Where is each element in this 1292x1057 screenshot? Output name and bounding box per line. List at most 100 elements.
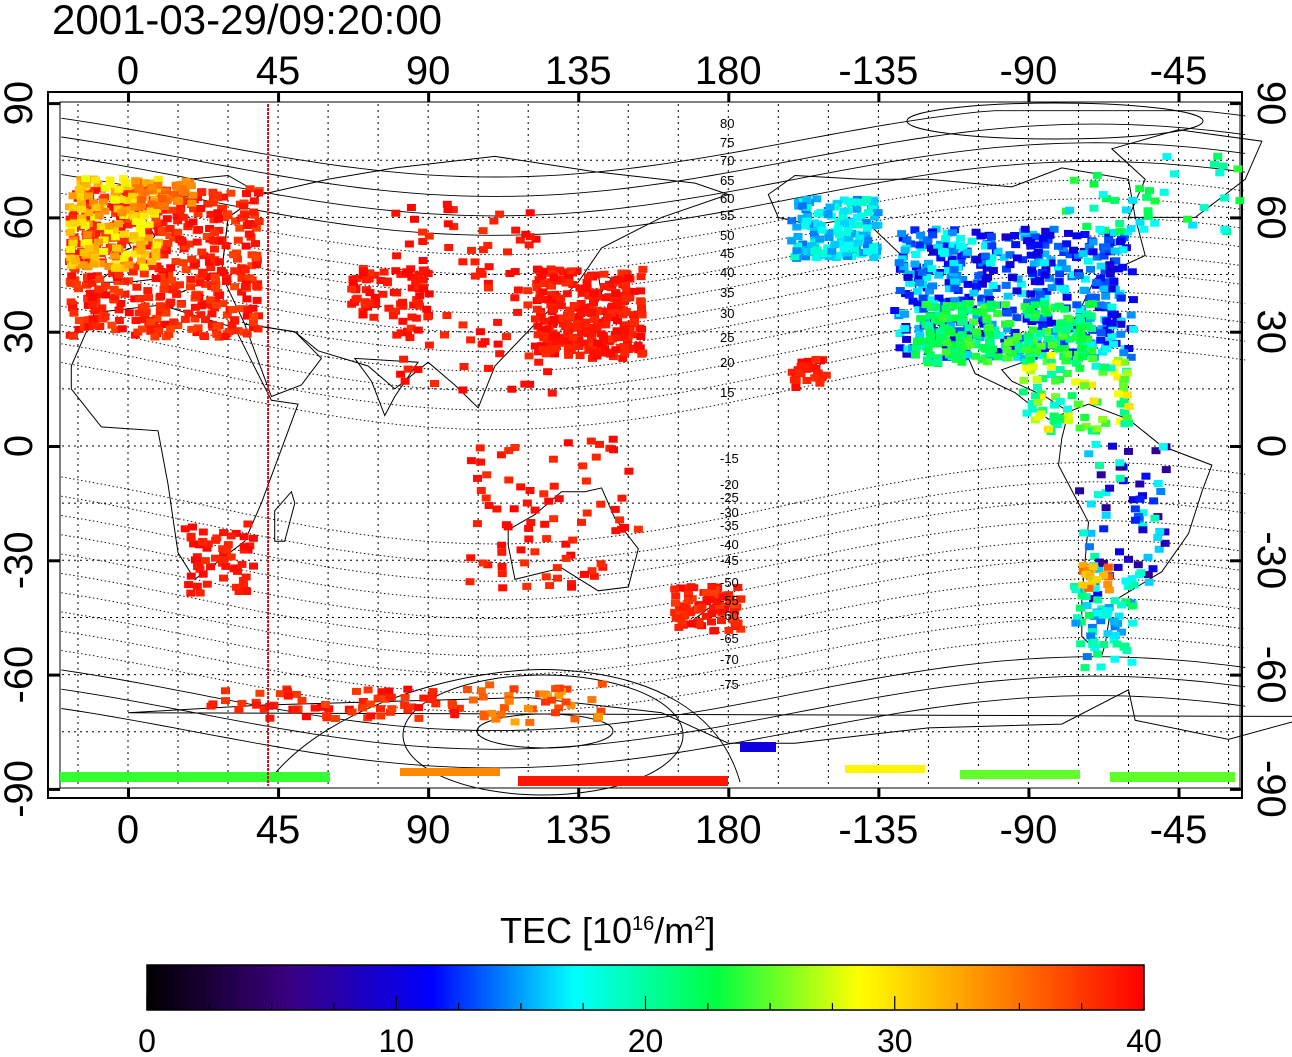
tec-cell (1084, 566, 1094, 574)
tec-cell (77, 214, 87, 222)
tec-cell (407, 284, 417, 292)
tec-cell (1110, 597, 1120, 605)
lon-label-top: -135 (838, 49, 918, 93)
tec-cell (146, 327, 156, 335)
tec-cell (525, 487, 535, 494)
tec-cell (949, 266, 959, 274)
tec-cell (233, 236, 243, 244)
contour-label: 70 (720, 153, 734, 168)
tec-cell (1090, 552, 1100, 560)
tec-cell (259, 705, 269, 713)
tec-cell (987, 254, 997, 262)
tec-cell (1088, 355, 1098, 363)
tec-cell (330, 715, 340, 722)
tec-cell (972, 308, 982, 316)
tec-cell (1086, 632, 1096, 640)
tec-cell (794, 369, 804, 377)
tec-cell (564, 278, 574, 286)
tec-cell (969, 289, 979, 297)
tec-cell (736, 595, 746, 603)
tec-cell (1111, 257, 1121, 265)
tec-cell (712, 598, 722, 606)
tec-cell (125, 207, 135, 215)
tec-cell (187, 199, 197, 207)
tec-cell (212, 191, 222, 199)
tec-cell (982, 264, 992, 272)
tec-cell (174, 196, 184, 204)
tec-cell (563, 328, 573, 336)
tec-cell (119, 264, 129, 272)
tec-cell (193, 194, 202, 201)
contour-label: 40 (720, 265, 734, 280)
contour-label: -65 (720, 631, 739, 646)
tec-cell (391, 209, 401, 217)
tec-cell (957, 296, 967, 304)
tec-cell (505, 270, 515, 277)
tec-cell (1012, 333, 1022, 340)
tec-cell (1127, 575, 1137, 583)
tec-cell (254, 218, 264, 225)
tec-cell (1036, 393, 1046, 401)
tec-cell (1089, 180, 1099, 188)
lat-tick-left (48, 559, 60, 563)
tec-cell (1011, 241, 1021, 249)
tec-cell (173, 217, 183, 225)
tec-cell (1098, 368, 1108, 376)
tec-cell (466, 336, 476, 344)
tec-cell (1087, 381, 1096, 389)
tec-cell (943, 315, 953, 323)
tec-cell (589, 316, 599, 324)
tec-cell (570, 715, 580, 723)
tec-cell (1094, 565, 1104, 573)
contour-label: 45 (720, 246, 734, 261)
tec-cell (237, 288, 247, 296)
tec-cell (440, 331, 449, 339)
tec-cell (561, 698, 571, 706)
tec-cell (68, 239, 78, 247)
tec-cell (1160, 528, 1170, 536)
tec-cell (838, 215, 848, 223)
tec-cell (240, 211, 250, 219)
tec-cell (120, 179, 130, 187)
colorbar-title: TEC [1016/m2] (500, 910, 715, 952)
tec-cell (391, 289, 401, 296)
tec-cell (810, 230, 819, 238)
tec-cell (561, 554, 571, 562)
tec-cell (1112, 640, 1122, 648)
tec-cell (1070, 318, 1080, 326)
tec-cell (1128, 196, 1138, 204)
tec-polar-strip (60, 772, 330, 782)
tec-cell (222, 278, 231, 285)
tec-cell (531, 235, 541, 243)
tec-cell (609, 446, 618, 454)
tec-cell (922, 301, 932, 308)
tec-cell (1116, 330, 1126, 338)
tec-cell (553, 574, 562, 582)
tec-cell (843, 197, 853, 205)
tec-cell (563, 337, 573, 345)
tec-cell (77, 201, 86, 209)
tec-cell (513, 308, 523, 316)
lon-label-top: -45 (1150, 49, 1208, 93)
lon-tick-bottom (877, 788, 881, 798)
tec-cell (566, 551, 576, 559)
tec-cell (190, 315, 200, 323)
tec-cell (132, 236, 141, 244)
tec-cell (139, 212, 149, 220)
tec-cell (584, 346, 594, 354)
tec-cell (419, 694, 429, 702)
tec-cell (422, 305, 432, 313)
tec-cell (1040, 306, 1050, 314)
tec-cell (173, 322, 183, 329)
tec-cell (1046, 351, 1056, 359)
magnetic-contour (61, 160, 1246, 236)
tec-cell (1101, 292, 1111, 300)
tec-cell (707, 618, 716, 626)
tec-cell (68, 192, 78, 200)
tec-cell (947, 334, 956, 342)
tec-cell (843, 253, 853, 260)
tec-cell (549, 273, 559, 281)
tec-cell (497, 570, 507, 578)
tec-cell (210, 256, 220, 264)
tec-cell (1114, 390, 1123, 398)
